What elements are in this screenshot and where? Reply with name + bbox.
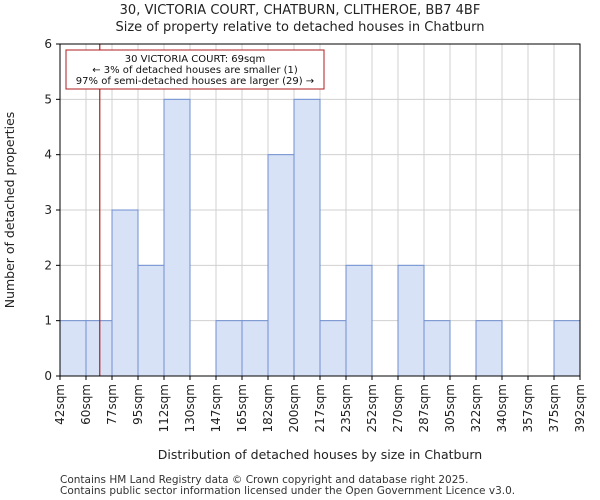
x-tick-label: 60sqm (79, 384, 93, 425)
y-tick-label: 0 (44, 369, 52, 383)
bar (241, 320, 269, 377)
bar (85, 320, 113, 377)
bar (345, 264, 373, 377)
x-tick-label: 252sqm (365, 384, 379, 432)
bars (59, 98, 581, 377)
marker-annotation: 30 VICTORIA COURT: 69sqm ← 3% of detache… (65, 49, 325, 90)
annotation-larger: 97% of semi-detached houses are larger (… (76, 76, 314, 87)
annotation-title: 30 VICTORIA COURT: 69sqm (125, 54, 266, 65)
bar (137, 264, 165, 377)
x-tick-label: 287sqm (417, 384, 431, 432)
x-tick-label: 95sqm (131, 384, 145, 425)
bar (215, 320, 243, 377)
x-tick-label: 305sqm (443, 384, 457, 432)
x-axis-label: Distribution of detached houses by size … (158, 447, 482, 462)
x-tick-label: 130sqm (183, 384, 197, 432)
bar (293, 98, 321, 377)
footer-line-2: Contains public sector information licen… (60, 485, 515, 497)
x-tick-label: 322sqm (469, 384, 483, 432)
x-axis-ticks: 42sqm 60sqm 77sqm 95sqm 112sqm 130sqm 147sqm 16… (53, 376, 587, 432)
x-tick-label: 340sqm (495, 384, 509, 432)
x-tick-label: 200sqm (287, 384, 301, 432)
annotation-smaller: ← 3% of detached houses are smaller (1) (92, 65, 298, 76)
chart-title: 30, VICTORIA COURT, CHATBURN, CLITHEROE,… (120, 3, 481, 18)
y-tick-label: 3 (44, 203, 52, 217)
y-axis-ticks: 0 1 2 3 4 5 6 (44, 37, 60, 383)
y-tick-label: 4 (44, 148, 52, 162)
x-tick-label: 77sqm (105, 384, 119, 425)
footer-line-1: Contains HM Land Registry data © Crown c… (60, 474, 468, 486)
x-tick-label: 235sqm (339, 384, 353, 432)
y-axis-label: Number of detached properties (2, 112, 17, 309)
bar (475, 320, 503, 377)
x-tick-label: 182sqm (261, 384, 275, 432)
bar (111, 209, 139, 377)
y-tick-label: 2 (44, 258, 52, 272)
chart-subtitle: Size of property relative to detached ho… (115, 20, 484, 35)
bar (553, 320, 581, 377)
bar (59, 320, 87, 377)
bar (423, 320, 451, 377)
annotation-box (65, 49, 325, 90)
x-tick-label: 217sqm (313, 384, 327, 432)
bar (163, 98, 191, 377)
x-tick-label: 392sqm (573, 384, 587, 432)
x-tick-label: 147sqm (209, 384, 223, 432)
x-tick-label: 375sqm (547, 384, 561, 432)
x-tick-label: 270sqm (391, 384, 405, 432)
y-tick-label: 6 (44, 37, 52, 51)
x-tick-label: 112sqm (157, 384, 171, 432)
x-tick-label: 357sqm (521, 384, 535, 432)
bar (319, 320, 347, 377)
bar (397, 264, 425, 377)
y-tick-label: 5 (44, 92, 52, 106)
x-tick-label: 42sqm (53, 384, 67, 425)
bar (267, 154, 295, 377)
x-tick-label: 165sqm (235, 384, 249, 432)
y-tick-label: 1 (44, 314, 52, 328)
